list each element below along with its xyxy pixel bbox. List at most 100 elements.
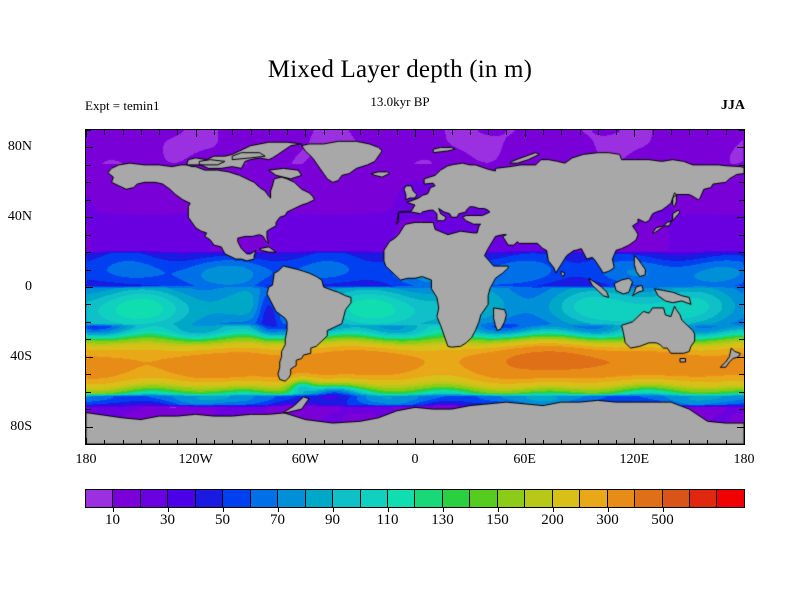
x-axis-tick (232, 440, 233, 445)
x-axis-tick (616, 440, 617, 445)
x-axis-tick (305, 130, 306, 137)
y-axis-tick (739, 270, 744, 271)
colorbar-tick (113, 508, 114, 512)
colorbar-segment (635, 490, 663, 507)
map-plot-area (85, 129, 745, 445)
y-axis-tick (86, 409, 91, 410)
x-axis-tick (506, 440, 507, 445)
x-axis-label: 120W (178, 452, 213, 467)
x-axis-tick (86, 438, 87, 445)
x-axis-tick (378, 130, 379, 135)
colorbar-segment (525, 490, 553, 507)
colorbar-tick (443, 508, 444, 512)
colorbar-segment (168, 490, 196, 507)
y-axis-tick (86, 444, 91, 445)
y-axis-label: 80N (7, 139, 32, 155)
y-axis-tick (86, 147, 93, 148)
x-axis-tick (360, 130, 361, 135)
colorbar-tick (333, 508, 334, 512)
x-axis-tick (689, 440, 690, 445)
colorbar-segment (662, 490, 690, 507)
x-axis-tick (689, 130, 690, 135)
y-axis-tick (86, 235, 91, 236)
y-axis-tick (86, 357, 93, 358)
y-axis-tick (86, 427, 93, 428)
colorbar-segment (305, 490, 334, 507)
colorbar-segment (278, 490, 306, 507)
y-axis-tick (739, 235, 744, 236)
y-axis-tick (739, 165, 744, 166)
x-axis-tick (177, 130, 178, 135)
mixed-layer-depth-heatmap (86, 130, 744, 444)
x-axis-tick (86, 130, 87, 137)
x-axis-tick (653, 440, 654, 445)
page-title: Mixed Layer depth (in m) (267, 56, 533, 83)
colorbar-segment (497, 490, 526, 507)
y-axis-tick (739, 409, 744, 410)
colorbar-segment (689, 490, 718, 507)
colorbar-segment (552, 490, 581, 507)
y-axis-tick (86, 392, 91, 393)
y-axis-tick (739, 444, 744, 445)
figure-subtitle: 13.0kyr BP (370, 94, 430, 109)
x-axis-tick (104, 130, 105, 135)
y-axis-tick (86, 270, 91, 271)
y-axis-tick (86, 304, 91, 305)
x-axis-tick (744, 438, 745, 445)
y-axis-tick (86, 252, 91, 253)
colorbar-tick-label: 300 (596, 512, 619, 528)
x-axis-tick (726, 130, 727, 135)
y-axis-tick (86, 200, 91, 201)
x-axis-tick (196, 130, 197, 137)
x-axis-tick (269, 130, 270, 135)
x-axis-tick (470, 130, 471, 135)
y-axis-label: 40S (10, 348, 32, 364)
x-axis-tick (634, 130, 635, 137)
x-axis-tick (287, 440, 288, 445)
x-axis-tick (580, 130, 581, 135)
y-axis-tick (86, 374, 91, 375)
y-axis-label: 40N (7, 209, 32, 225)
y-axis-tick (739, 339, 744, 340)
y-axis-tick (86, 339, 91, 340)
colorbar-tick-label: 110 (376, 512, 399, 528)
x-axis-tick (470, 440, 471, 445)
x-axis-tick (452, 440, 453, 445)
x-axis-tick (415, 438, 416, 445)
experiment-label: Expt = temin1 (85, 98, 160, 113)
colorbar-segment (607, 490, 636, 507)
colorbar-tick-label: 200 (541, 512, 564, 528)
colorbar-tick-label: 90 (325, 512, 340, 528)
y-axis-label: 80S (10, 418, 32, 434)
x-axis-tick (251, 440, 252, 445)
colorbar-tick-label: 30 (160, 512, 175, 528)
y-axis-tick (739, 182, 744, 183)
x-axis-tick (214, 440, 215, 445)
x-axis-tick (415, 130, 416, 137)
x-axis-tick (324, 130, 325, 135)
x-axis-tick (214, 130, 215, 135)
y-axis-tick (737, 427, 744, 428)
y-axis-tick (86, 322, 91, 323)
colorbar-segment (195, 490, 224, 507)
colorbar-segment (360, 490, 388, 507)
y-axis-tick (739, 252, 744, 253)
colorbar-tick (498, 508, 499, 512)
colorbar-segment (387, 490, 416, 507)
y-axis-tick (739, 130, 744, 131)
x-axis-tick (123, 130, 124, 135)
colorbar-segment (442, 490, 471, 507)
colorbar-segment (717, 490, 744, 507)
x-axis-label: 120E (619, 452, 650, 467)
x-axis-tick (287, 130, 288, 135)
x-axis-tick (342, 440, 343, 445)
x-axis-tick (196, 438, 197, 445)
colorbar-tick-label: 10 (105, 512, 120, 528)
x-axis-tick (543, 130, 544, 135)
x-axis-tick (598, 130, 599, 135)
colorbar-segment (86, 490, 114, 507)
season-label: JJA (720, 98, 745, 113)
y-axis-tick (739, 322, 744, 323)
x-axis-label: 0 (411, 452, 419, 467)
x-axis-label: 180 (733, 452, 755, 467)
